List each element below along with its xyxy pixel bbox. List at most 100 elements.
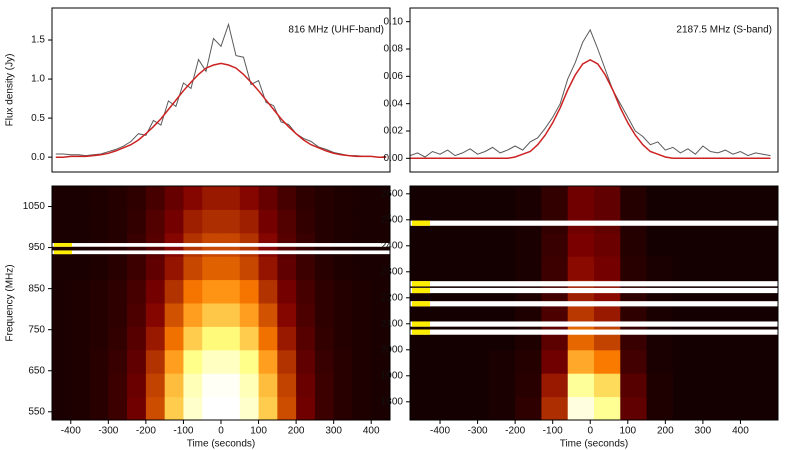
heat-cell <box>371 396 390 420</box>
heat-cell <box>699 349 726 374</box>
heat-cell <box>541 349 569 374</box>
heat-cell <box>127 326 147 351</box>
y-tick-label: 850 <box>28 283 45 294</box>
x-tick-label: 100 <box>619 426 636 437</box>
heat-cell <box>699 186 726 210</box>
heat-cell <box>183 373 203 398</box>
heat-cell <box>567 256 595 281</box>
data-line <box>410 28 771 158</box>
y-tick-label: 0.0 <box>31 152 45 163</box>
heat-cell <box>70 256 91 281</box>
heat-cell <box>725 232 753 257</box>
y-tick-label: 1800 <box>381 396 404 407</box>
mask-flag <box>412 287 430 294</box>
heat-cell <box>620 186 648 210</box>
heat-cell <box>594 303 621 327</box>
heat-cell <box>164 209 184 234</box>
heat-cell <box>52 303 72 327</box>
heat-cell <box>646 256 674 281</box>
frame <box>51 7 391 173</box>
heat-cell <box>89 373 109 398</box>
heat-cell <box>221 256 241 281</box>
x-tick-label: 400 <box>363 426 380 437</box>
heat-cell <box>567 303 595 327</box>
y-tick-label: 550 <box>28 406 45 417</box>
heat-cell <box>725 396 753 420</box>
heat-cell <box>221 326 241 351</box>
heat-cell <box>541 303 569 327</box>
heat-cell <box>541 396 569 420</box>
x-tick-label: 300 <box>695 426 712 437</box>
heat-cell <box>239 303 260 327</box>
heat-cell <box>89 209 109 234</box>
heat-cell <box>699 373 726 398</box>
y-tick-label: 1.5 <box>31 35 45 46</box>
heat-cell <box>488 186 516 210</box>
x-tick-label: -300 <box>98 426 118 437</box>
y-tick-label: 2400 <box>381 240 404 251</box>
heat-cell <box>145 326 166 351</box>
heat-cell <box>462 303 490 327</box>
heat-cell <box>352 326 372 351</box>
heat-cell <box>410 186 437 210</box>
heat-cell <box>127 256 147 281</box>
heat-cell <box>145 396 166 420</box>
heat-cell <box>352 373 372 398</box>
heat-cell <box>296 349 316 374</box>
heat-cell <box>620 303 648 327</box>
heat-cell <box>462 232 490 257</box>
heat-cell <box>277 303 297 327</box>
x-tick-label: -100 <box>173 426 193 437</box>
panel: 180019002000210022002300240025002600-400… <box>381 185 779 450</box>
heat-cell <box>672 232 700 257</box>
heat-cell <box>436 396 464 420</box>
heat-cell <box>70 349 91 374</box>
heat-cell <box>488 232 516 257</box>
y-tick-label: 1050 <box>23 201 46 212</box>
annotation: 2187.5 MHz (S-band) <box>676 25 772 36</box>
panel: 550 650 750 850 950 1050 -400 -300 -200 -100 0 100 2… <box>5 185 391 450</box>
heat-cell <box>70 186 91 210</box>
mask-flag <box>412 301 430 307</box>
heat-cell <box>488 303 516 327</box>
heat-cell <box>164 279 184 304</box>
heat-cell <box>108 209 128 234</box>
heat-cell <box>462 373 490 398</box>
heat-cell <box>108 279 128 304</box>
heat-cell <box>221 209 241 234</box>
heat-cell <box>333 186 353 210</box>
panel: 816 MHz (UHF-band) 0.0 0.5 1.0 1.5 Flux densi… <box>5 7 391 173</box>
heat-cell <box>183 256 203 281</box>
heat-cell <box>296 373 316 398</box>
heat-cell <box>672 349 700 374</box>
heat-cell <box>436 186 464 210</box>
heat-cell <box>410 349 437 374</box>
heat-cell <box>352 256 372 281</box>
heat-cell <box>333 256 353 281</box>
x-tick-label: 0 <box>218 426 224 437</box>
heat-cell <box>567 373 595 398</box>
heat-cell <box>221 279 241 304</box>
heat-cell <box>164 303 184 327</box>
heat-cell <box>108 256 128 281</box>
heat-cell <box>258 186 278 210</box>
heat-cell <box>202 373 222 398</box>
heat-cell <box>352 209 372 234</box>
heat-cell <box>202 186 222 210</box>
heat-cell <box>202 396 222 420</box>
heat-cell <box>672 256 700 281</box>
heat-cell <box>145 349 166 374</box>
heat-cell <box>410 373 437 398</box>
heat-cell <box>108 186 128 210</box>
plot-area <box>410 28 771 160</box>
heat-cell <box>52 209 72 234</box>
heat-cell <box>371 373 390 398</box>
heat-cell <box>646 303 674 327</box>
heat-cell <box>183 186 203 210</box>
plot-area <box>55 22 387 158</box>
heat-cell <box>127 209 147 234</box>
x-tick-label: 100 <box>250 426 267 437</box>
mask-flag <box>412 220 430 226</box>
heat-cell <box>108 303 128 327</box>
x-tick-label: 300 <box>325 426 342 437</box>
